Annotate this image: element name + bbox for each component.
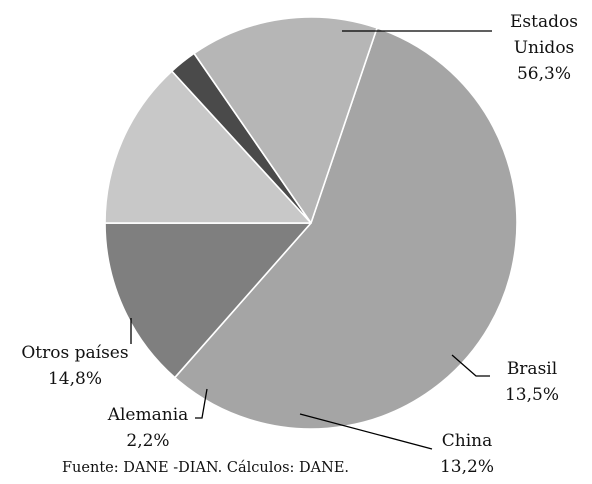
slice-label-estados-unidos: Estados Unidos 56,3% [510,12,578,84]
slice-value-label: 14,8% [48,369,102,389]
slice-category-label: Estados [510,12,578,32]
pie-slice-brasil [104,222,312,379]
slice-value-label: 13,5% [505,385,559,405]
slice-label-alemania: Alemania 2,2% [107,405,189,451]
leader-line-china [299,413,433,450]
slice-label-china: China 13,2% [440,431,494,477]
slice-category-label: Brasil [507,359,557,379]
pie-slice-otros-paises [193,16,378,224]
slice-label-brasil: Brasil 13,5% [505,359,559,405]
slice-value-label: 56,3% [517,64,571,84]
slice-value-label: 13,2% [440,457,494,477]
leaders-layer [130,30,492,450]
labels-layer: Estados Unidos 56,3% Brasil 13,5% China 13,2% A… [21,12,578,477]
leader-line-alemania [195,388,208,419]
pie-slice-china [104,70,312,224]
slice-value-label: 2,2% [126,431,169,451]
slice-category-label: China [442,431,492,451]
pie-slice-estados-unidos [174,27,518,430]
slice-category-label: Otros países [21,343,128,363]
slices-layer [104,16,518,430]
slice-category-label: Alemania [107,405,189,425]
leader-line-brasil [451,354,490,377]
slice-label-otros-paises: Otros países 14,8% [21,343,128,389]
slice-category-label: Unidos [514,38,575,58]
source-note: Fuente: DANE -DIAN. Cálculos: DANE. [62,460,349,476]
